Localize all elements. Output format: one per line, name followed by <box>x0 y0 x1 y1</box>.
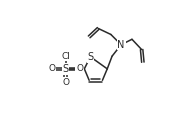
Text: N: N <box>117 40 125 50</box>
Text: S: S <box>87 52 94 62</box>
Text: O: O <box>48 64 55 73</box>
Text: O: O <box>76 64 83 73</box>
Text: O: O <box>62 78 69 87</box>
Text: Cl: Cl <box>61 52 70 61</box>
Text: S: S <box>63 64 69 74</box>
